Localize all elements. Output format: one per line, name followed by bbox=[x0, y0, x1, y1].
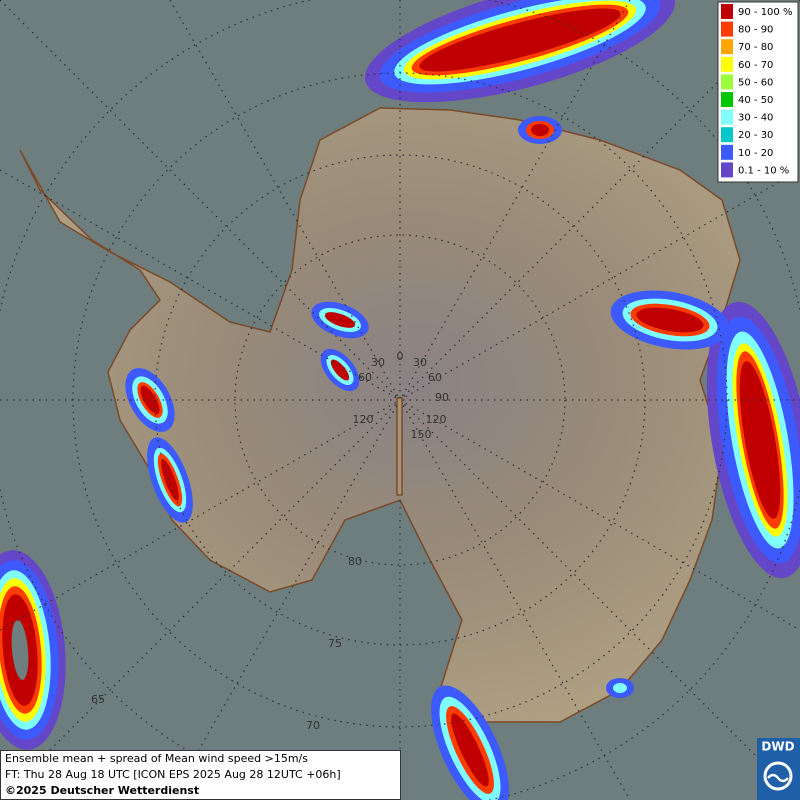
footer-line: FT: Thu 28 Aug 18 UTC [ICON EPS 2025 Aug… bbox=[5, 768, 341, 781]
graticule-label: 60 bbox=[428, 371, 442, 384]
legend-label: 80 - 90 bbox=[738, 25, 773, 36]
legend-swatch bbox=[721, 4, 733, 19]
pole-marker bbox=[396, 397, 403, 496]
legend-label: 30 - 40 bbox=[738, 113, 773, 124]
graticule-label: 120 bbox=[426, 413, 447, 426]
legend-label: 60 - 70 bbox=[738, 60, 773, 71]
footer-line: ©2025 Deutscher Wetterdienst bbox=[5, 784, 199, 797]
graticule-label: 75 bbox=[328, 637, 342, 650]
legend: 90 - 100 % 80 - 90 70 - 80 60 - 70 50 - 60 40… bbox=[717, 1, 799, 183]
legend-label: 70 - 80 bbox=[738, 42, 773, 53]
legend-swatch bbox=[721, 74, 733, 90]
legend-label: 90 - 100 % bbox=[738, 7, 792, 18]
legend-swatch bbox=[721, 109, 733, 125]
footer-line: Ensemble mean + spread of Mean wind spee… bbox=[5, 752, 308, 765]
graticule-label: 0 bbox=[397, 350, 404, 363]
graticule-label: 80 bbox=[348, 555, 362, 568]
legend-swatch bbox=[721, 21, 733, 37]
logo-text: DWD bbox=[761, 740, 794, 754]
legend-label: 10 - 20 bbox=[738, 148, 773, 159]
legend-swatch bbox=[721, 56, 733, 72]
legend-label: 0.1 - 10 % bbox=[738, 165, 789, 176]
legend-swatch bbox=[721, 144, 733, 160]
legend-swatch bbox=[721, 127, 733, 143]
legend-swatch bbox=[721, 39, 733, 55]
footer: Ensemble mean + spread of Mean wind spee… bbox=[0, 750, 401, 800]
legend-swatch bbox=[721, 92, 733, 107]
graticule-label: 30 bbox=[371, 356, 385, 369]
graticule-label: 30 bbox=[413, 356, 427, 369]
legend-label: 40 - 50 bbox=[738, 95, 773, 106]
graticule-label: 70 bbox=[306, 719, 320, 732]
legend-label: 50 - 60 bbox=[738, 77, 773, 88]
footer-box bbox=[0, 750, 401, 800]
legend-swatch bbox=[721, 162, 733, 178]
graticule-label: 120 bbox=[353, 413, 374, 426]
legend-label: 20 - 30 bbox=[738, 130, 773, 141]
antarctica bbox=[19, 107, 741, 723]
graticule-label: 65 bbox=[91, 693, 105, 706]
logo-wave bbox=[767, 773, 789, 783]
graticule-label: 60 bbox=[358, 371, 372, 384]
logo: DWD bbox=[757, 738, 800, 800]
graticule-label: 90 bbox=[435, 391, 449, 404]
graticule-label: 150 bbox=[411, 428, 432, 441]
logo-icon bbox=[763, 761, 793, 791]
